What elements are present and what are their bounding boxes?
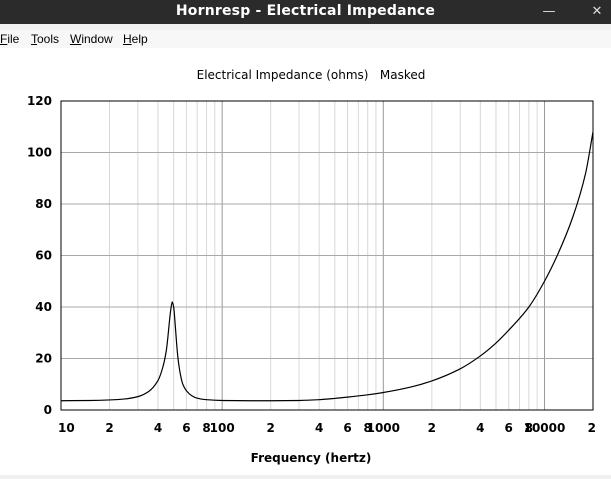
x-tick-label: 2 <box>105 421 113 435</box>
x-tick-label: 4 <box>315 421 323 435</box>
menu-bar: File Tools Window Help <box>0 30 611 48</box>
minimize-icon[interactable]: — <box>542 4 556 19</box>
y-tick-label: 80 <box>35 197 52 211</box>
close-icon[interactable]: ✕ <box>591 4 603 19</box>
y-tick-labels: 0 20 40 60 80 100 120 <box>27 94 52 417</box>
y-tick-label: 100 <box>27 146 52 160</box>
y-tick-label: 60 <box>35 249 52 263</box>
x-tick-label: 6 <box>505 421 513 435</box>
y-tick-label: 120 <box>27 94 52 108</box>
x-tick-label: 1000 <box>367 421 400 435</box>
chart-area: 0 20 40 60 80 100 120 10 2 4 6 8 100 2 4 6 8 1000 2 4 6 8 100… <box>0 48 611 475</box>
x-tick-label: 10 <box>58 421 75 435</box>
window-title: Hornresp - Electrical Impedance <box>175 3 436 19</box>
x-tick-label: 10000 <box>524 421 566 435</box>
title-bar[interactable]: Hornresp - Electrical Impedance — ✕ <box>0 0 611 24</box>
grid-major <box>61 101 593 410</box>
x-axis-label: Frequency (hertz) <box>251 451 372 465</box>
y-tick-label: 40 <box>35 300 52 314</box>
x-tick-label: 4 <box>476 421 484 435</box>
x-tick-label: 8 <box>364 421 372 435</box>
chart-title: Electrical Impedance (ohms) Masked <box>197 68 426 82</box>
menu-tools[interactable]: Tools <box>31 32 60 46</box>
x-tick-label: 2 <box>588 421 596 435</box>
x-tick-label: 4 <box>154 421 162 435</box>
x-tick-label: 6 <box>182 421 190 435</box>
y-tick-label: 20 <box>35 352 52 366</box>
menu-file[interactable]: File <box>0 32 20 46</box>
menu-help[interactable]: Help <box>123 32 148 46</box>
x-tick-label: 8 <box>202 421 210 435</box>
menu-window[interactable]: Window <box>70 32 113 46</box>
x-tick-label: 8 <box>525 421 533 435</box>
impedance-series-line <box>60 131 594 402</box>
x-tick-label: 6 <box>343 421 351 435</box>
plot-frame <box>60 100 594 411</box>
y-tick-label: 0 <box>44 403 52 417</box>
x-tick-label: 100 <box>210 421 235 435</box>
x-tick-label: 2 <box>267 421 275 435</box>
x-tick-label: 2 <box>428 421 436 435</box>
